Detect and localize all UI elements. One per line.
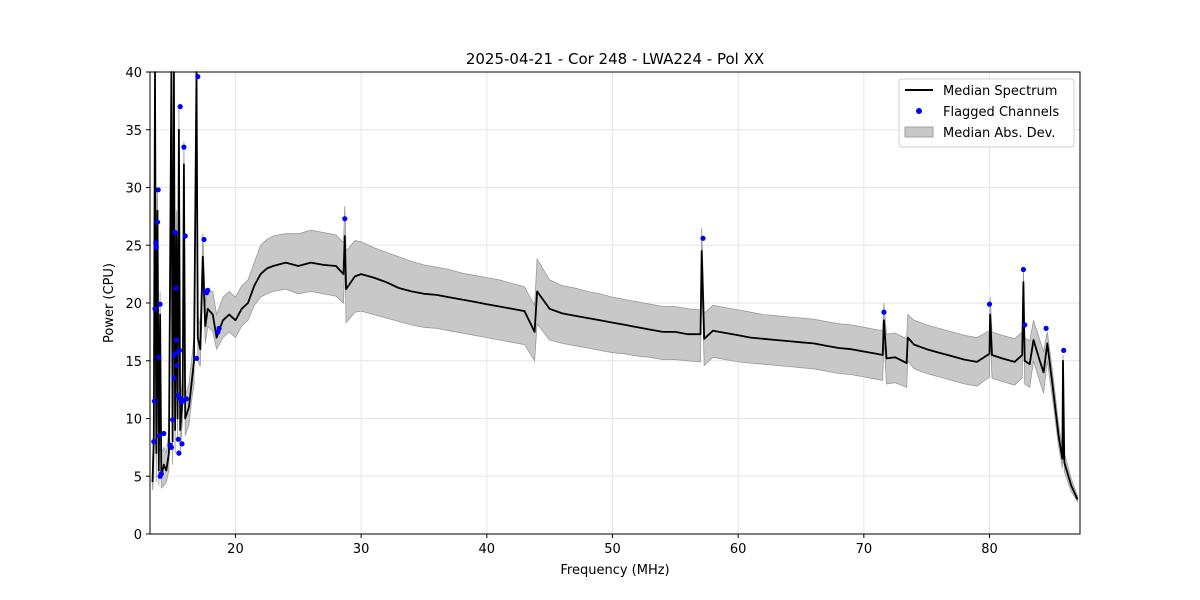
flagged-channel-point: [177, 104, 183, 110]
flagged-channel-point: [342, 216, 348, 222]
flagged-channel-point: [156, 433, 162, 439]
median-abs-dev-band: [152, 71, 1078, 504]
y-tick-label: 30: [125, 182, 142, 197]
y-axis-ticks: 0 5 10 15 20 25 30 35 40: [125, 66, 150, 543]
x-axis-ticks: 20 30 40 50 60 70 80: [227, 534, 998, 557]
flagged-channel-point: [1061, 347, 1067, 353]
x-axis-label: Frequency (MHz): [560, 563, 669, 578]
x-tick-label: 40: [479, 542, 496, 557]
y-tick-label: 15: [125, 355, 142, 370]
y-tick-label: 10: [125, 413, 142, 428]
flagged-channel-point: [182, 233, 188, 239]
flagged-channel-point: [156, 354, 162, 360]
flagged-channel-point: [173, 285, 179, 291]
flagged-channel-point: [176, 450, 182, 456]
y-axis-label: Power (CPU): [102, 263, 117, 343]
flagged-channel-point: [175, 392, 181, 398]
flagged-channel-point: [171, 375, 177, 381]
y-tick-label: 40: [125, 66, 142, 81]
legend-label-median-spectrum: Median Spectrum: [943, 84, 1057, 99]
y-tick-label: 35: [125, 124, 142, 139]
flagged-channel-point: [193, 355, 200, 361]
flagged-channel-point: [172, 229, 178, 236]
y-tick-label: 5: [134, 470, 142, 485]
flagged-channel-point: [152, 306, 158, 312]
flagged-channel-point: [176, 347, 183, 353]
flagged-channel-point: [173, 337, 179, 343]
flagged-channel-point: [153, 240, 159, 246]
legend-label-median-abs-dev: Median Abs. Dev.: [943, 126, 1055, 141]
legend-patch-swatch: [904, 126, 934, 138]
median-abs-dev-area: [152, 71, 1078, 504]
legend-marker-swatch: [916, 108, 922, 114]
flagged-channel-point: [174, 362, 180, 368]
flagged-channel-point: [168, 444, 174, 450]
flagged-channel-point: [183, 396, 189, 402]
flagged-channel-point: [157, 301, 163, 307]
plot-area: [149, 71, 1081, 535]
legend-label-flagged-channels: Flagged Channels: [943, 105, 1059, 120]
flagged-channel-point: [700, 235, 706, 241]
flagged-channel-point: [151, 398, 157, 404]
x-tick-label: 60: [730, 542, 747, 557]
median-spectrum-line: [151, 71, 1079, 500]
flagged-channels-markers: [151, 74, 1067, 479]
y-tick-label: 0: [134, 528, 142, 543]
flagged-channel-point: [155, 187, 161, 193]
flagged-channel-point: [170, 417, 176, 423]
flagged-channel-point: [151, 439, 157, 445]
median-spectrum-path: [151, 71, 1079, 500]
flagged-channel-point: [1022, 322, 1028, 328]
flagged-channel-point: [881, 309, 887, 315]
flagged-channel-point: [216, 325, 222, 331]
flagged-channel-point: [154, 219, 161, 225]
x-tick-label: 30: [353, 542, 370, 557]
flagged-channel-point: [153, 245, 159, 251]
x-tick-label: 80: [981, 542, 998, 557]
flagged-channel-point: [179, 441, 185, 447]
flagged-channel-point: [195, 74, 201, 80]
flagged-channel-point: [158, 471, 164, 477]
flagged-channel-point: [986, 301, 993, 307]
y-tick-label: 20: [125, 297, 142, 312]
legend: Median Spectrum Flagged Channels Median …: [898, 78, 1075, 148]
legend-box: [898, 78, 1075, 148]
x-tick-label: 70: [856, 542, 873, 557]
chart-title: 2025-04-21 - Cor 248 - LWA224 - Pol XX: [466, 50, 764, 68]
flagged-channel-point: [161, 430, 167, 437]
flagged-channel-point: [181, 144, 187, 150]
flagged-channel-point: [1043, 325, 1049, 331]
x-tick-label: 50: [604, 542, 621, 557]
flagged-channel-point: [1020, 266, 1026, 273]
flagged-channel-point: [175, 436, 181, 442]
x-tick-label: 20: [227, 542, 244, 557]
flagged-channel-point: [201, 236, 207, 243]
y-tick-label: 25: [125, 239, 142, 254]
flagged-channel-point: [205, 287, 211, 293]
